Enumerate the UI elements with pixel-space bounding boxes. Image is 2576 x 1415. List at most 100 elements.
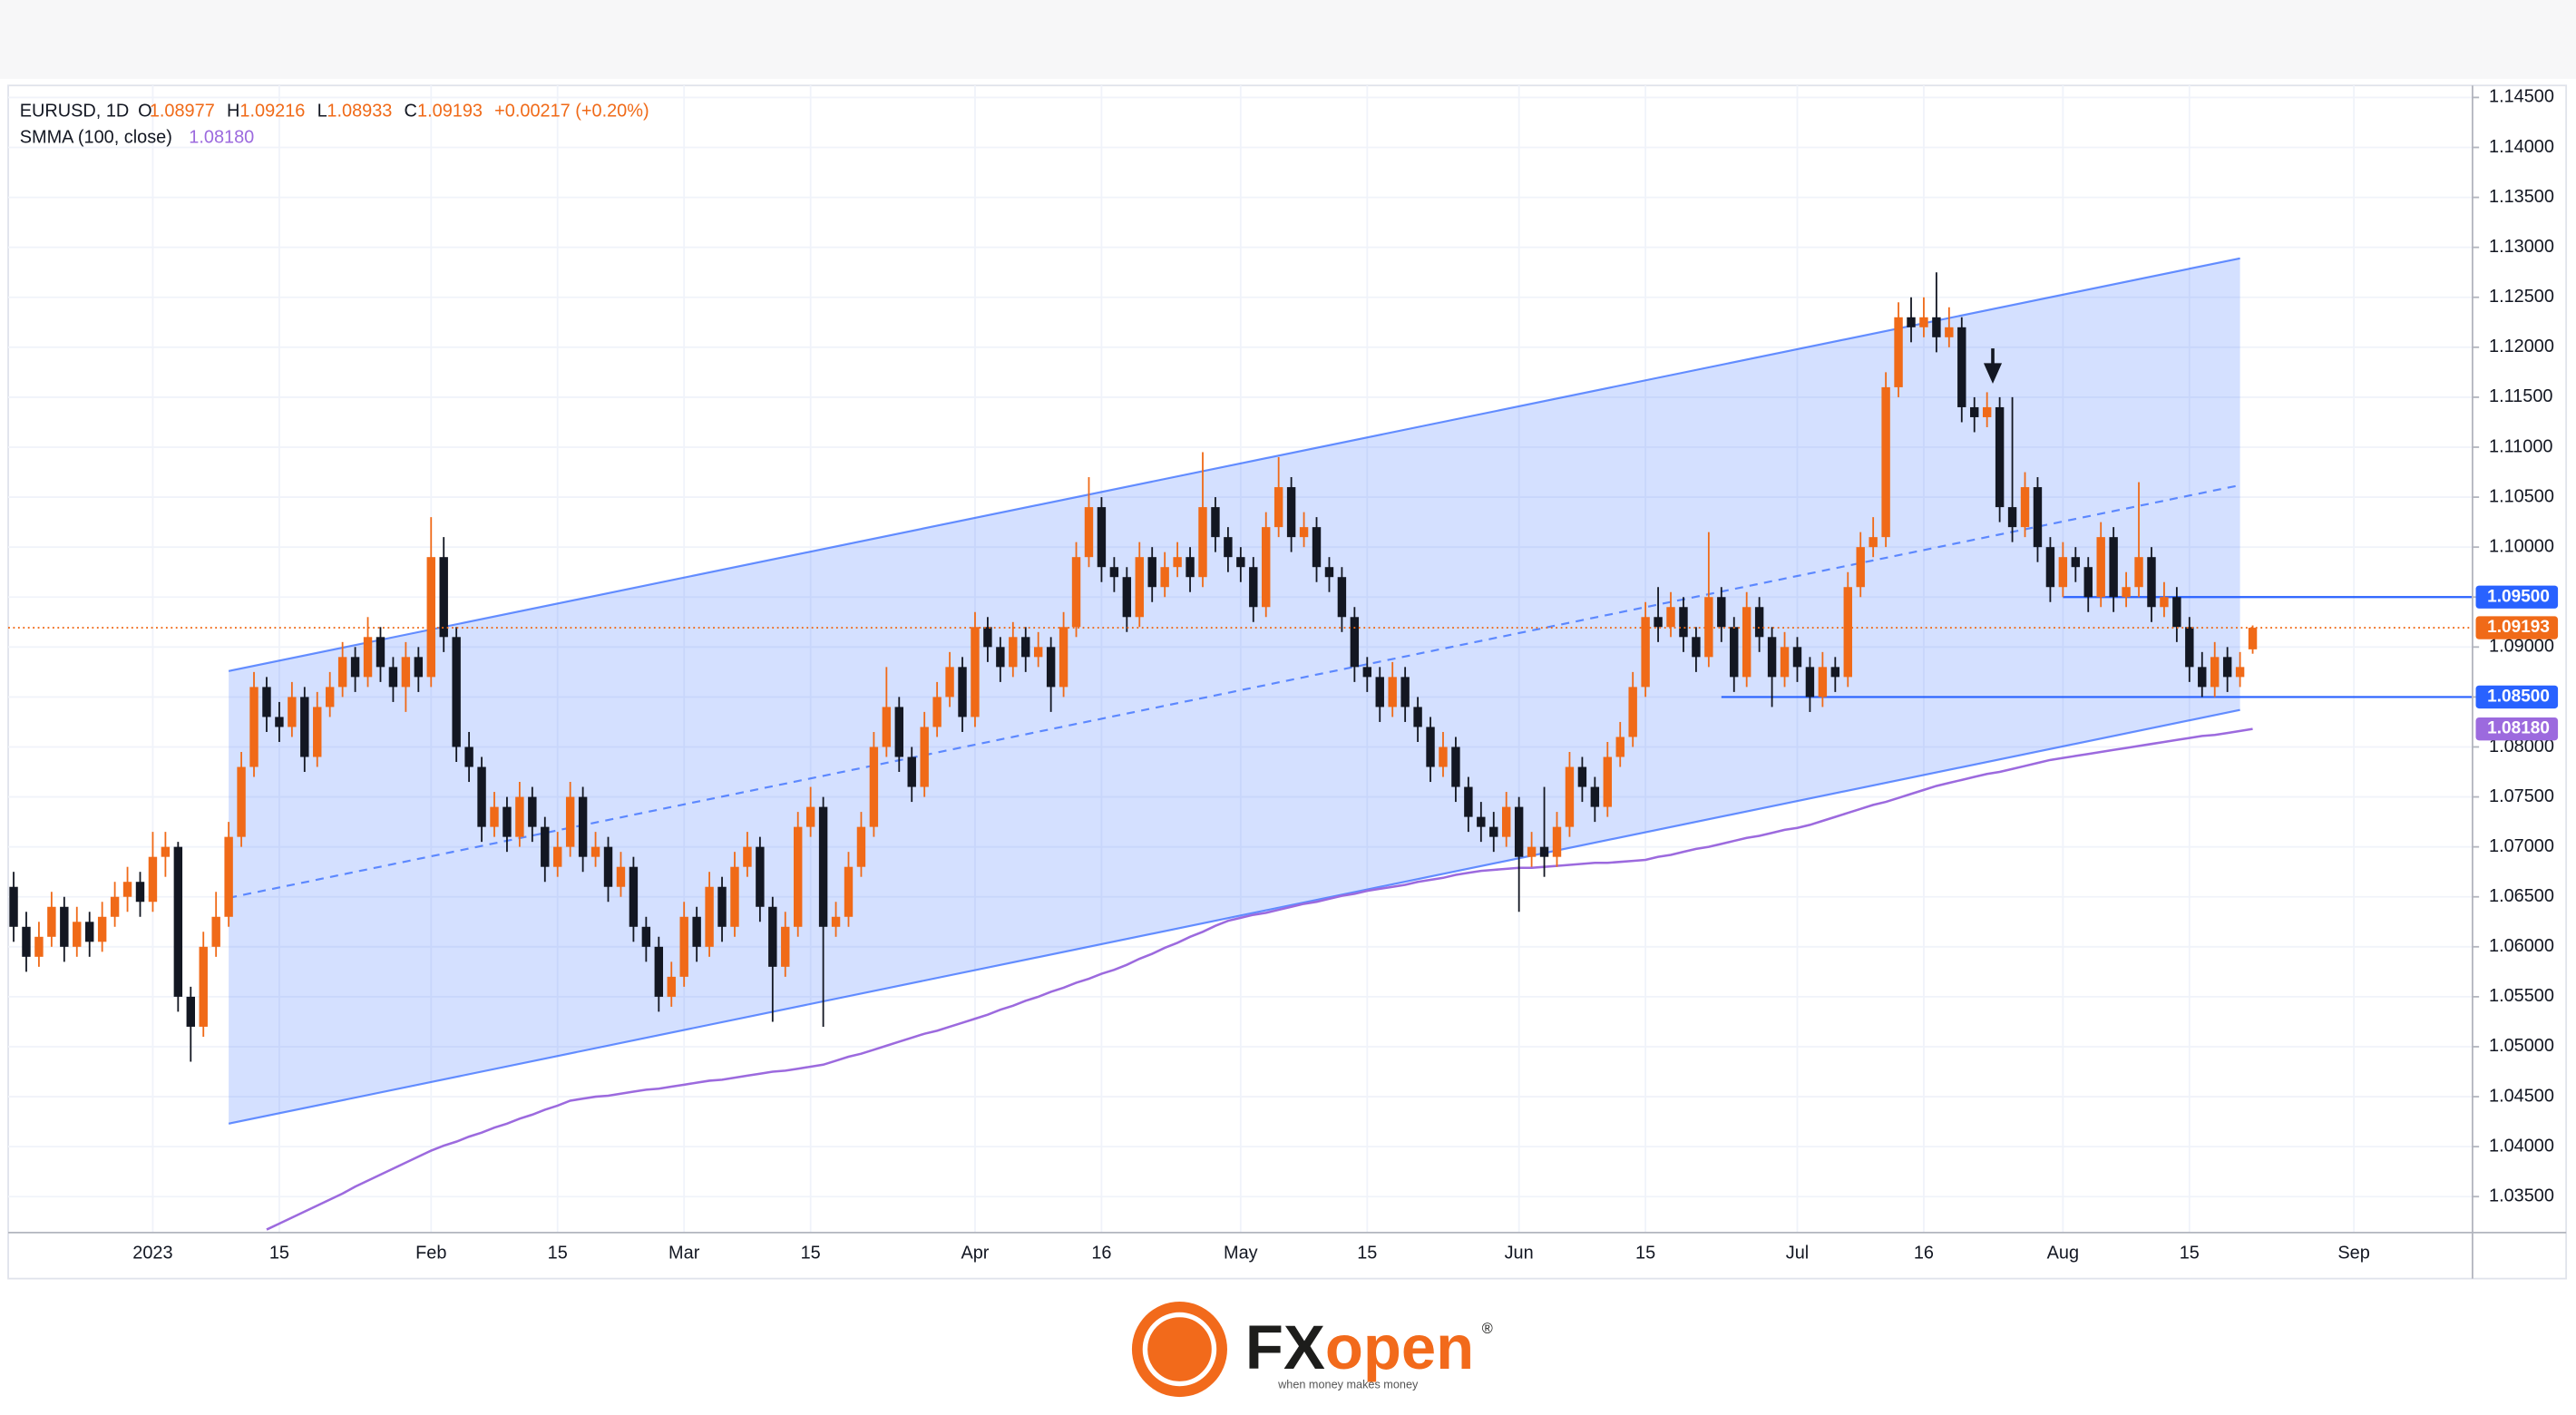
x-tick-label: 15 <box>548 1244 568 1264</box>
candle-body <box>300 697 309 757</box>
candle-body <box>781 926 790 967</box>
candle-body <box>1565 766 1575 827</box>
candle-body <box>224 836 233 917</box>
candle-body <box>1692 637 1701 658</box>
price-tag-label: 1.09500 <box>2487 587 2550 606</box>
candle-body <box>565 796 575 847</box>
candle-body <box>717 886 727 927</box>
candle-body <box>1046 647 1056 688</box>
candle-body <box>730 866 739 927</box>
candle-body <box>211 916 220 947</box>
candle-body <box>2045 547 2055 588</box>
candle-body <box>414 657 424 678</box>
candle-body <box>1451 747 1460 787</box>
candle-body <box>932 697 942 727</box>
x-tick-label: Apr <box>961 1244 989 1264</box>
candle-body <box>22 926 31 957</box>
candle-body <box>1552 826 1562 857</box>
candle-body <box>692 916 701 947</box>
y-tick-label: 1.03500 <box>2489 1186 2554 1205</box>
y-tick-label: 1.12500 <box>2489 287 2554 307</box>
candle-body <box>1805 667 1815 698</box>
indicator-name: SMMA (100, close) <box>20 127 172 147</box>
candle-body <box>173 846 183 997</box>
candle-body <box>1615 737 1625 757</box>
candle-body <box>1211 507 1220 538</box>
smma-tag-label: 1.08180 <box>2487 719 2550 738</box>
candle-body <box>705 886 714 947</box>
tagline: when money makes money <box>1277 1379 1419 1391</box>
candle-body <box>1628 687 1637 737</box>
x-tick-label: Sep <box>2337 1244 2369 1264</box>
candle-body <box>629 866 639 927</box>
candle-body <box>1742 607 1751 678</box>
candle-body <box>186 996 195 1027</box>
candle-body <box>85 922 94 942</box>
candle-body <box>388 667 398 688</box>
candle-body <box>135 882 145 903</box>
candle-body <box>122 882 132 897</box>
candle-body <box>2160 597 2169 608</box>
candle-body <box>1894 317 1903 387</box>
candle-body <box>1477 816 1486 827</box>
candle-body <box>313 707 322 757</box>
candle-body <box>1337 577 1347 618</box>
top-band <box>0 0 2576 79</box>
y-tick-label: 1.11000 <box>2489 436 2552 456</box>
candle-body <box>401 657 411 688</box>
last-price-tag <box>2475 616 2559 639</box>
candle-body <box>34 936 44 957</box>
candle-body <box>9 886 18 927</box>
x-tick-label: 15 <box>801 1244 821 1264</box>
price-tag <box>2475 685 2559 709</box>
candle-body <box>1198 507 1207 578</box>
smma-tag <box>2475 717 2559 741</box>
candle-body <box>288 697 297 727</box>
ohlc-value: 1.08933 <box>327 101 392 121</box>
candle-body <box>275 717 284 727</box>
candle-body <box>1856 547 1865 588</box>
candle-body <box>1881 386 1890 538</box>
candle-body <box>1957 327 1966 407</box>
candle-body <box>1262 527 1271 608</box>
candle-body <box>1539 846 1549 857</box>
candle-body <box>756 846 765 907</box>
candle-body <box>1577 766 1587 787</box>
candle-body <box>1350 617 1360 668</box>
candle-body <box>679 916 688 977</box>
x-tick-label: 2023 <box>132 1244 172 1264</box>
y-tick-label: 1.08000 <box>2489 737 2554 756</box>
channel-upper <box>228 257 2240 672</box>
x-tick-label: May <box>1224 1244 1258 1264</box>
candle-body <box>1273 487 1283 528</box>
candle-body <box>249 687 259 767</box>
candle-body <box>603 846 613 887</box>
candle-body <box>1147 557 1156 588</box>
candle-body <box>1666 607 1675 628</box>
candle-body <box>844 866 854 917</box>
candle-body <box>1236 557 1245 568</box>
candle-body <box>1489 826 1498 837</box>
candle-body <box>337 657 347 688</box>
candle-body <box>1907 317 1916 327</box>
candle-body <box>578 796 588 857</box>
candle-body <box>2134 557 2143 588</box>
y-tick-label: 1.05000 <box>2489 1036 2554 1056</box>
candle-body <box>1830 667 1840 678</box>
y-tick-label: 1.05500 <box>2489 986 2554 1006</box>
candle-body <box>452 637 461 747</box>
candle-body <box>743 846 752 867</box>
candle-body <box>199 946 208 1027</box>
footer-logo: FXopen ® when money makes money <box>1131 1301 1493 1398</box>
ohlc-value: 1.09193 <box>417 101 483 121</box>
x-tick-label: Jul <box>1786 1244 1809 1264</box>
candle-body <box>1502 806 1511 837</box>
candle-body <box>553 846 562 867</box>
candle-body <box>1286 487 1296 538</box>
y-tick-label: 1.07500 <box>2489 786 2554 806</box>
candle-body <box>1754 607 1764 638</box>
candle-body <box>1818 667 1828 698</box>
candle-body <box>2083 567 2093 598</box>
candle-body <box>654 946 664 997</box>
candle-body <box>1426 727 1435 767</box>
